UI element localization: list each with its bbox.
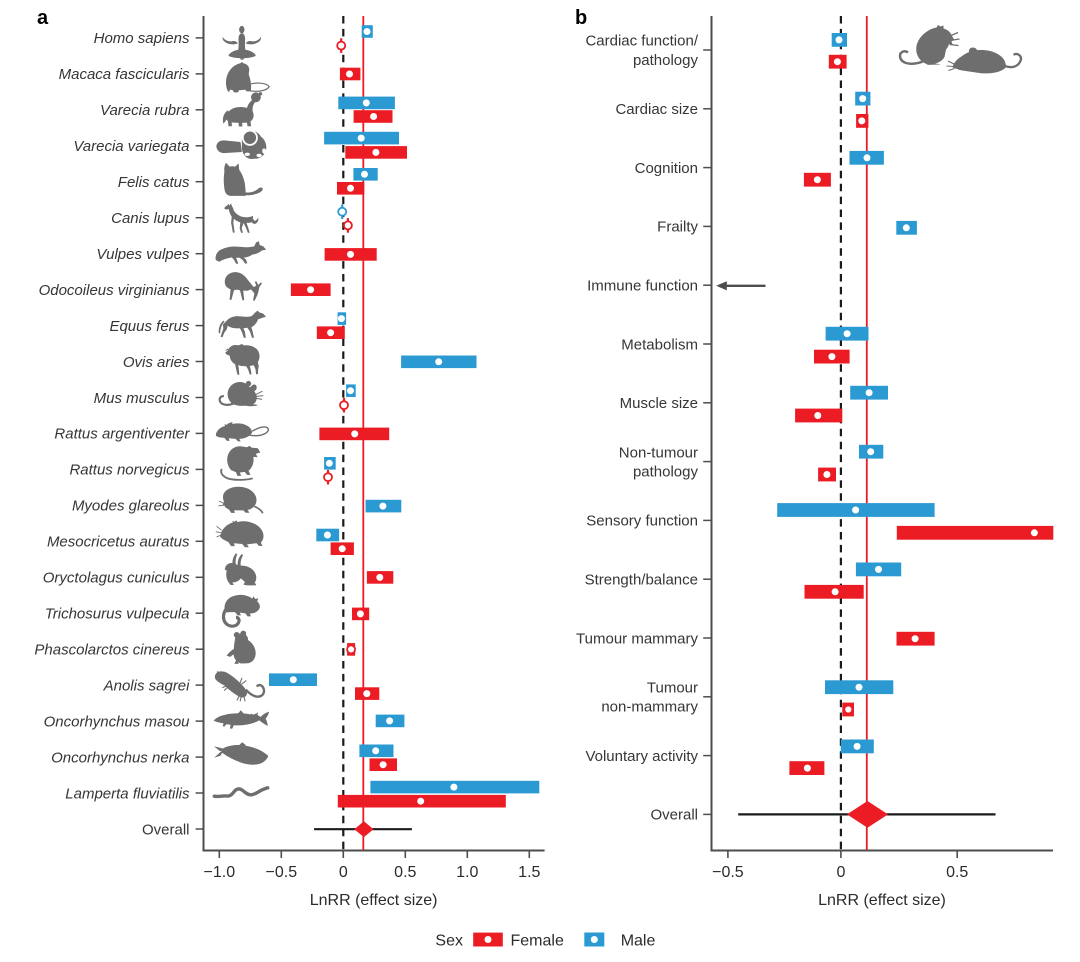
svg-text:Oncorhynchus masou: Oncorhynchus masou: [44, 713, 191, 730]
svg-text:Non-tumour: Non-tumour: [619, 444, 698, 461]
svg-text:Vulpes vulpes: Vulpes vulpes: [96, 246, 190, 263]
svg-text:Oryctolagus cuniculus: Oryctolagus cuniculus: [43, 570, 190, 587]
svg-text:0: 0: [836, 864, 845, 881]
svg-text:−0.5: −0.5: [712, 864, 744, 881]
svg-text:Strength/balance: Strength/balance: [585, 572, 698, 589]
svg-text:non-mammary: non-mammary: [601, 699, 698, 716]
svg-text:Trichosurus vulpecula: Trichosurus vulpecula: [45, 606, 190, 623]
svg-text:Overall: Overall: [142, 821, 190, 838]
svg-text:Odocoileus virginianus: Odocoileus virginianus: [39, 282, 190, 299]
svg-text:Varecia rubra: Varecia rubra: [100, 102, 190, 119]
svg-text:a: a: [37, 7, 49, 29]
svg-text:0.5: 0.5: [394, 864, 416, 881]
svg-text:Canis lupus: Canis lupus: [111, 210, 190, 227]
svg-text:Muscle size: Muscle size: [620, 395, 698, 412]
svg-text:0.5: 0.5: [946, 864, 968, 881]
svg-text:b: b: [575, 7, 587, 29]
svg-text:Rattus norvegicus: Rattus norvegicus: [69, 462, 190, 479]
svg-text:Frailty: Frailty: [657, 219, 698, 236]
svg-text:Homo sapiens: Homo sapiens: [94, 30, 190, 47]
svg-text:Felis catus: Felis catus: [118, 174, 190, 191]
svg-text:Rattus argentiventer: Rattus argentiventer: [54, 426, 190, 443]
svg-text:Equus ferus: Equus ferus: [109, 318, 190, 335]
svg-text:Ovis aries: Ovis aries: [123, 354, 190, 371]
svg-text:Cardiac function/: Cardiac function/: [585, 33, 698, 50]
svg-text:LnRR (effect size): LnRR (effect size): [310, 892, 438, 909]
svg-text:Tumour: Tumour: [647, 679, 698, 696]
svg-text:−0.5: −0.5: [266, 864, 298, 881]
svg-text:Lamperta fluviatilis: Lamperta fluviatilis: [65, 785, 190, 802]
svg-text:Sensory function: Sensory function: [586, 513, 698, 530]
svg-text:Anolis sagrei: Anolis sagrei: [103, 677, 191, 694]
svg-text:−1.0: −1.0: [204, 864, 236, 881]
svg-text:Sex: Sex: [435, 932, 463, 949]
svg-text:Macaca fascicularis: Macaca fascicularis: [59, 66, 190, 83]
svg-text:pathology: pathology: [633, 464, 699, 481]
svg-text:Immune function: Immune function: [587, 278, 698, 295]
svg-text:Oncorhynchus nerka: Oncorhynchus nerka: [51, 749, 189, 766]
svg-text:Metabolism: Metabolism: [621, 336, 698, 353]
svg-text:Phascolarctos cinereus: Phascolarctos cinereus: [34, 642, 190, 659]
svg-text:LnRR (effect size): LnRR (effect size): [818, 892, 946, 909]
svg-text:Male: Male: [621, 932, 656, 949]
svg-text:0: 0: [339, 864, 348, 881]
svg-text:Tumour mammary: Tumour mammary: [576, 630, 698, 647]
svg-text:Mesocricetus auratus: Mesocricetus auratus: [47, 534, 190, 551]
svg-text:Myodes glareolus: Myodes glareolus: [72, 498, 190, 515]
svg-text:Mus musculus: Mus musculus: [94, 390, 190, 407]
svg-text:Varecia variegata: Varecia variegata: [73, 138, 189, 155]
svg-text:1.5: 1.5: [518, 864, 540, 881]
svg-text:pathology: pathology: [633, 52, 699, 69]
svg-text:Cognition: Cognition: [635, 160, 698, 177]
svg-text:Voluntary activity: Voluntary activity: [585, 748, 698, 765]
svg-text:1.0: 1.0: [456, 864, 478, 881]
svg-text:Female: Female: [511, 932, 564, 949]
svg-text:Overall: Overall: [650, 807, 698, 824]
svg-text:Cardiac size: Cardiac size: [615, 101, 698, 118]
